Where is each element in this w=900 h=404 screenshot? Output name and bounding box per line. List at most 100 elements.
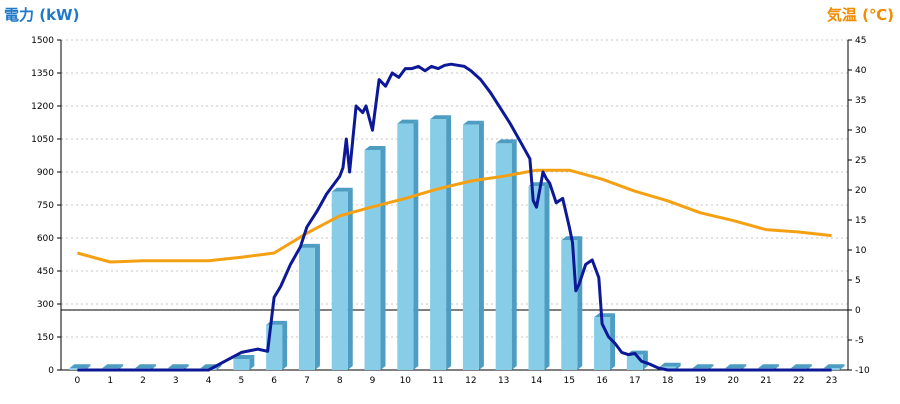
bar: [495, 143, 512, 370]
left-tick-label: 150: [37, 333, 54, 343]
right-tick-label: 10: [855, 246, 867, 256]
x-tick-label: 21: [760, 376, 771, 386]
bar: [430, 119, 447, 370]
x-tick-label: 6: [271, 376, 277, 386]
left-tick-label: 1200: [31, 102, 54, 112]
x-tick-label: 5: [238, 376, 244, 386]
right-tick-label: 0: [855, 306, 861, 316]
right-tick-label: -10: [855, 366, 870, 376]
bar-side: [544, 182, 550, 370]
left-axis-title: 電力 (kW): [4, 6, 80, 24]
x-tick-label: 19: [695, 376, 707, 386]
bar-top: [659, 362, 681, 367]
bar: [331, 191, 348, 370]
x-tick-label: 20: [728, 376, 740, 386]
left-tick-label: 1350: [31, 69, 54, 79]
bar-top: [298, 243, 320, 248]
bar-side: [675, 362, 681, 370]
temperature-line: [77, 168, 832, 264]
bar-top: [102, 364, 124, 369]
bar-top: [462, 120, 484, 125]
left-tick-label: 600: [37, 234, 54, 244]
right-tick-label: 45: [855, 36, 866, 46]
bar: [298, 247, 315, 370]
x-tick-label: 8: [337, 376, 343, 386]
bar: [462, 124, 479, 370]
bar-side: [446, 115, 452, 370]
bar-side: [380, 146, 386, 370]
left-tick-label: 1500: [31, 36, 54, 46]
x-tick-label: 13: [498, 376, 509, 386]
bar-top: [69, 364, 91, 369]
bar-top: [397, 119, 419, 124]
right-tick-label: 40: [855, 66, 867, 76]
bar-top: [167, 364, 189, 369]
bar-top: [331, 187, 353, 192]
x-tick-label: 10: [400, 376, 412, 386]
left-tick-label: 450: [37, 267, 54, 277]
bar-side: [511, 139, 517, 370]
x-tick-label: 2: [140, 376, 146, 386]
bar-side: [577, 236, 583, 370]
bar-top: [790, 364, 812, 369]
x-tick-label: 18: [662, 376, 674, 386]
bar-side: [282, 320, 288, 370]
bar-top: [495, 139, 517, 144]
bar-side: [839, 364, 845, 370]
x-tick-label: 11: [432, 376, 443, 386]
bar: [823, 368, 840, 370]
bar-side: [478, 120, 484, 370]
x-tick-label: 14: [531, 376, 543, 386]
x-tick-label: 1: [107, 376, 113, 386]
right-tick-label: 5: [855, 276, 861, 286]
bar: [364, 150, 381, 370]
right-tick-label: 25: [855, 156, 866, 166]
bar-side: [249, 355, 255, 370]
left-tick-label: 300: [37, 300, 54, 310]
x-tick-label: 12: [465, 376, 476, 386]
left-tick-label: 750: [37, 201, 54, 211]
power-line: [77, 62, 832, 372]
x-tick-label: 9: [370, 376, 376, 386]
bar-side: [642, 350, 648, 370]
x-tick-label: 0: [75, 376, 81, 386]
bar-top: [823, 364, 845, 369]
right-tick-label: 20: [855, 186, 867, 196]
x-tick-label: 22: [793, 376, 804, 386]
bar: [528, 186, 545, 370]
bar-side: [314, 243, 320, 370]
bar-side: [413, 119, 419, 370]
x-tick-label: 3: [173, 376, 179, 386]
x-tick-label: 16: [596, 376, 608, 386]
x-tick-label: 17: [629, 376, 640, 386]
bar-top: [134, 364, 156, 369]
bar-top: [594, 313, 616, 318]
bar: [659, 366, 676, 370]
bar-top: [758, 364, 780, 369]
right-tick-label: -5: [855, 336, 864, 346]
bar: [233, 359, 250, 370]
x-tick-label: 4: [206, 376, 212, 386]
bar-side: [347, 187, 353, 370]
bar-top: [692, 364, 714, 369]
left-tick-label: 1050: [31, 135, 54, 145]
bar-top: [233, 355, 255, 359]
bar-top: [430, 115, 452, 120]
right-tick-label: 15: [855, 216, 866, 226]
bar-top: [725, 364, 747, 369]
x-tick-label: 23: [826, 376, 837, 386]
right-axis-title: 気温 (℃): [826, 6, 894, 24]
left-tick-label: 0: [48, 366, 54, 376]
bar-top: [528, 182, 550, 187]
bar: [69, 368, 86, 370]
bar-top: [364, 146, 386, 150]
bar: [397, 123, 414, 370]
bar-side: [216, 364, 222, 370]
right-tick-label: 35: [855, 96, 866, 106]
right-tick-label: 30: [855, 126, 867, 136]
x-tick-label: 7: [304, 376, 310, 386]
x-tick-label: 15: [564, 376, 575, 386]
left-tick-label: 900: [37, 168, 54, 178]
